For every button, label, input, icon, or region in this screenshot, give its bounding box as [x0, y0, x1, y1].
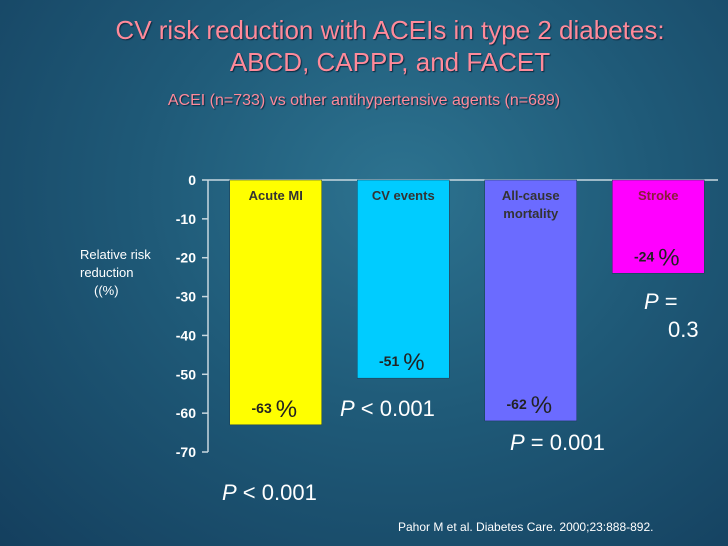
- y-tick-label: -30: [176, 289, 196, 305]
- value-unit-acute-mi: %: [276, 396, 297, 423]
- bar-acute-mi: [229, 179, 322, 426]
- value-label-cv-events: -51: [379, 353, 399, 369]
- y-axis-label-line-1: Relative risk: [80, 247, 151, 262]
- p-symbol: P: [340, 396, 355, 421]
- chart-subtitle: ACEI (n=733) vs other antihypertensive a…: [167, 92, 561, 109]
- citation: Pahor M et al. Diabetes Care. 2000;23:88…: [398, 520, 654, 534]
- p-symbol: P: [644, 289, 659, 314]
- p-value-cv-events: P < 0.001: [340, 396, 435, 422]
- value-label-all-cause-mortality: -62: [507, 396, 527, 412]
- category-label-cv-events: CV events: [372, 188, 435, 203]
- y-axis-label-line-3: ((%): [94, 283, 119, 298]
- y-tick-label: -20: [176, 250, 196, 266]
- p-value-text-line-2: 0.3: [668, 317, 699, 342]
- category-label-stroke: Stroke: [638, 188, 678, 203]
- p-value-text: =: [658, 289, 678, 314]
- title-line-2: ABCD, CAPPP, and FACET: [229, 47, 551, 77]
- value-label-stroke: -24: [634, 248, 654, 264]
- bar-all-cause-mortality: [484, 179, 577, 422]
- value-unit-stroke: %: [658, 244, 679, 271]
- chart-title: CV risk reduction with ACEIs in type 2 d…: [40, 14, 728, 78]
- y-tick-label: 0: [188, 172, 196, 188]
- y-tick-label: -70: [176, 444, 196, 460]
- p-symbol: P: [222, 480, 237, 505]
- category-label-all-cause-mortality: All-cause mortality: [502, 188, 560, 221]
- p-value-text: < 0.001: [354, 396, 435, 421]
- bar-cv-events: [357, 179, 450, 379]
- p-value-stroke: P = 0.3: [644, 288, 699, 344]
- value-unit-all-cause-mortality: %: [531, 392, 552, 419]
- y-tick-label: -60: [176, 405, 196, 421]
- category-label-acute-mi: Acute MI: [249, 188, 303, 203]
- value-label-acute-mi: -63: [252, 400, 272, 416]
- p-value-all-cause-mortality: P = 0.001: [510, 430, 605, 456]
- y-tick-label: -50: [176, 366, 196, 382]
- title-line-1: CV risk reduction with ACEIs in type 2 d…: [115, 15, 665, 45]
- y-axis-label-line-2: reduction: [80, 265, 134, 280]
- y-axis-label: Relative risk reduction ((%): [80, 246, 180, 300]
- value-unit-cv-events: %: [403, 349, 424, 376]
- p-value-acute-mi: P < 0.001: [222, 480, 317, 506]
- bar-stroke: [612, 179, 705, 274]
- y-tick-label: -40: [176, 327, 196, 343]
- p-value-text: = 0.001: [524, 430, 605, 455]
- y-tick-label: -10: [176, 211, 196, 227]
- p-value-text: < 0.001: [236, 480, 317, 505]
- p-symbol: P: [510, 430, 525, 455]
